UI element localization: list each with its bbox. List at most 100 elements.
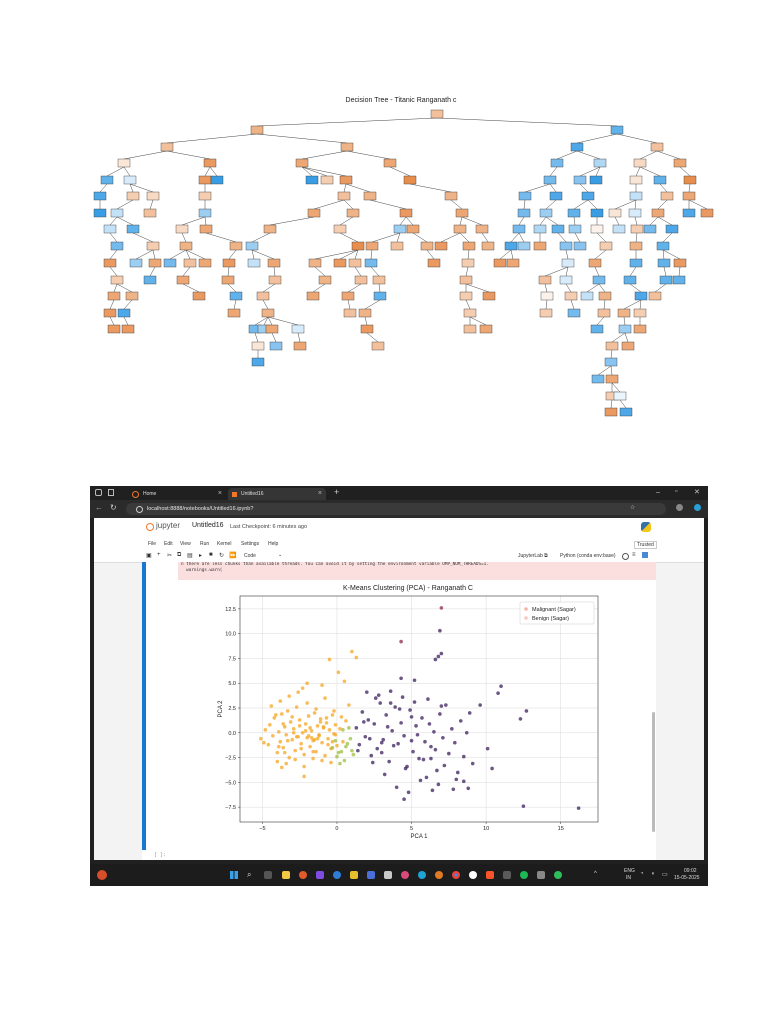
start-icon[interactable]: [230, 871, 238, 879]
decision-tree-figure: Decision Tree - Titanic Ranganath c: [93, 97, 714, 417]
tree-node: [198, 191, 212, 201]
cell-type-select[interactable]: Code: [244, 553, 256, 559]
scatter-point: [305, 681, 309, 686]
app-icon-12[interactable]: [554, 871, 562, 879]
app-icon-8[interactable]: [435, 871, 443, 879]
app-icon-1[interactable]: [299, 871, 307, 879]
tree-edge: [301, 150, 348, 160]
menu-file[interactable]: File: [148, 541, 157, 547]
edge-icon[interactable]: [418, 871, 426, 879]
tree-node: [459, 275, 473, 285]
app-icon-9[interactable]: [469, 871, 477, 879]
tree-node: [198, 175, 212, 185]
restart-icon[interactable]: ↻: [219, 553, 225, 559]
search-icon[interactable]: ⌕: [247, 870, 252, 879]
scatter-point: [288, 720, 293, 724]
battery-icon[interactable]: ▭: [662, 872, 668, 878]
scatter-point: [412, 700, 417, 704]
kernel-name[interactable]: Python (conda env:base): [560, 553, 616, 559]
close-tab-icon[interactable]: ×: [217, 490, 222, 497]
app-icon-3[interactable]: [333, 871, 341, 879]
empty-cell[interactable]: [ ]:: [154, 850, 654, 860]
run-all-icon[interactable]: ⏩: [229, 553, 237, 559]
stop-icon[interactable]: ■: [209, 552, 213, 558]
tab-actions-icon[interactable]: [108, 489, 114, 496]
menu-run[interactable]: Run: [200, 541, 210, 547]
app-icon-11[interactable]: [537, 871, 545, 879]
brave-icon[interactable]: [486, 871, 494, 879]
app-icon-6[interactable]: [384, 871, 392, 879]
tab-untitled16[interactable]: Untitled16 ×: [228, 488, 326, 500]
run-icon[interactable]: ▸: [199, 553, 203, 559]
jupyter-logo-icon[interactable]: [146, 523, 154, 531]
new-tab-button[interactable]: +: [334, 487, 340, 497]
scatter-point: [339, 749, 344, 754]
task-view-icon[interactable]: [264, 871, 272, 879]
clock-time[interactable]: 09:02: [684, 868, 697, 874]
tree-node: [343, 308, 357, 318]
favorite-icon[interactable]: ☆: [630, 505, 636, 511]
notebook-name[interactable]: Untitled16: [192, 522, 224, 529]
copy-icon[interactable]: ⧉: [177, 552, 182, 558]
close-tab-icon[interactable]: ×: [317, 490, 322, 497]
save-icon[interactable]: ▣: [146, 553, 152, 559]
menu-help[interactable]: Help: [268, 541, 279, 547]
scatter-point: [354, 655, 359, 660]
restore-icon[interactable]: ▫: [675, 488, 678, 495]
app-icon-2[interactable]: [316, 871, 324, 879]
close-window-icon[interactable]: ✕: [694, 489, 700, 496]
back-icon[interactable]: ←: [95, 503, 103, 512]
cut-icon[interactable]: ✂: [167, 553, 173, 559]
weather-icon[interactable]: [97, 870, 107, 880]
tab-home[interactable]: Home ×: [128, 488, 226, 500]
tree-edge: [603, 299, 606, 310]
tray-chevron-icon[interactable]: ^: [594, 871, 597, 877]
tree-edge: [366, 332, 379, 343]
lang-top[interactable]: ENG: [624, 868, 635, 874]
app-icon-4[interactable]: [350, 871, 358, 879]
tree-edge: [576, 133, 618, 144]
tree-node: [117, 158, 131, 168]
chevron-down-icon[interactable]: ⌄: [278, 552, 283, 558]
tree-node: [591, 374, 605, 384]
chrome-icon[interactable]: [452, 871, 460, 879]
profile-icon[interactable]: [676, 504, 683, 511]
menu-kernel[interactable]: Kernel: [217, 541, 232, 547]
app-icon-7[interactable]: [401, 871, 409, 879]
tree-node: [504, 241, 518, 251]
scatter-point: [287, 755, 292, 760]
scatter-point: [263, 728, 268, 732]
file-explorer-icon[interactable]: [282, 871, 290, 879]
tree-node: [192, 291, 206, 301]
minimize-icon[interactable]: –: [656, 489, 660, 496]
paste-icon[interactable]: ▤: [187, 553, 193, 559]
jupyter-screenshot: Home × Untitled16 × + – ▫ ✕ ← ↻ localhos…: [90, 486, 708, 886]
blue-square-icon[interactable]: [642, 552, 648, 558]
menu-edit[interactable]: Edit: [164, 541, 173, 547]
jupyterlab-link[interactable]: JupyterLab ⧉: [518, 553, 548, 559]
trusted-badge[interactable]: Trusted: [634, 541, 657, 549]
window-icon[interactable]: [95, 489, 102, 496]
spotify-icon[interactable]: [520, 871, 528, 879]
scatter-point: [521, 804, 526, 808]
jupyter-logo-text[interactable]: jupyter: [156, 521, 181, 530]
add-cell-icon[interactable]: +: [157, 552, 161, 558]
app-icon-10[interactable]: [503, 871, 511, 879]
list-icon[interactable]: ≡: [632, 552, 636, 558]
volume-icon[interactable]: ◖: [651, 871, 655, 877]
site-info-icon[interactable]: [136, 505, 143, 513]
tree-node: [604, 357, 618, 367]
refresh-icon[interactable]: ↻: [110, 503, 117, 512]
tree-node: [203, 158, 217, 168]
wifi-icon[interactable]: ◔: [640, 871, 644, 877]
scatter-point: [388, 689, 393, 693]
address-bar[interactable]: localhost:8888/notebooks/Untitled16.ipyn…: [126, 503, 666, 515]
menu-view[interactable]: View: [180, 541, 191, 547]
scatter-point: [451, 787, 456, 792]
app-icon-5[interactable]: [367, 871, 375, 879]
menu-settings[interactable]: Settings: [241, 541, 260, 547]
tree-edge: [409, 183, 452, 193]
edge-copilot-icon[interactable]: [694, 504, 701, 511]
scrollbar[interactable]: [652, 712, 655, 832]
tree-node: [559, 241, 573, 251]
